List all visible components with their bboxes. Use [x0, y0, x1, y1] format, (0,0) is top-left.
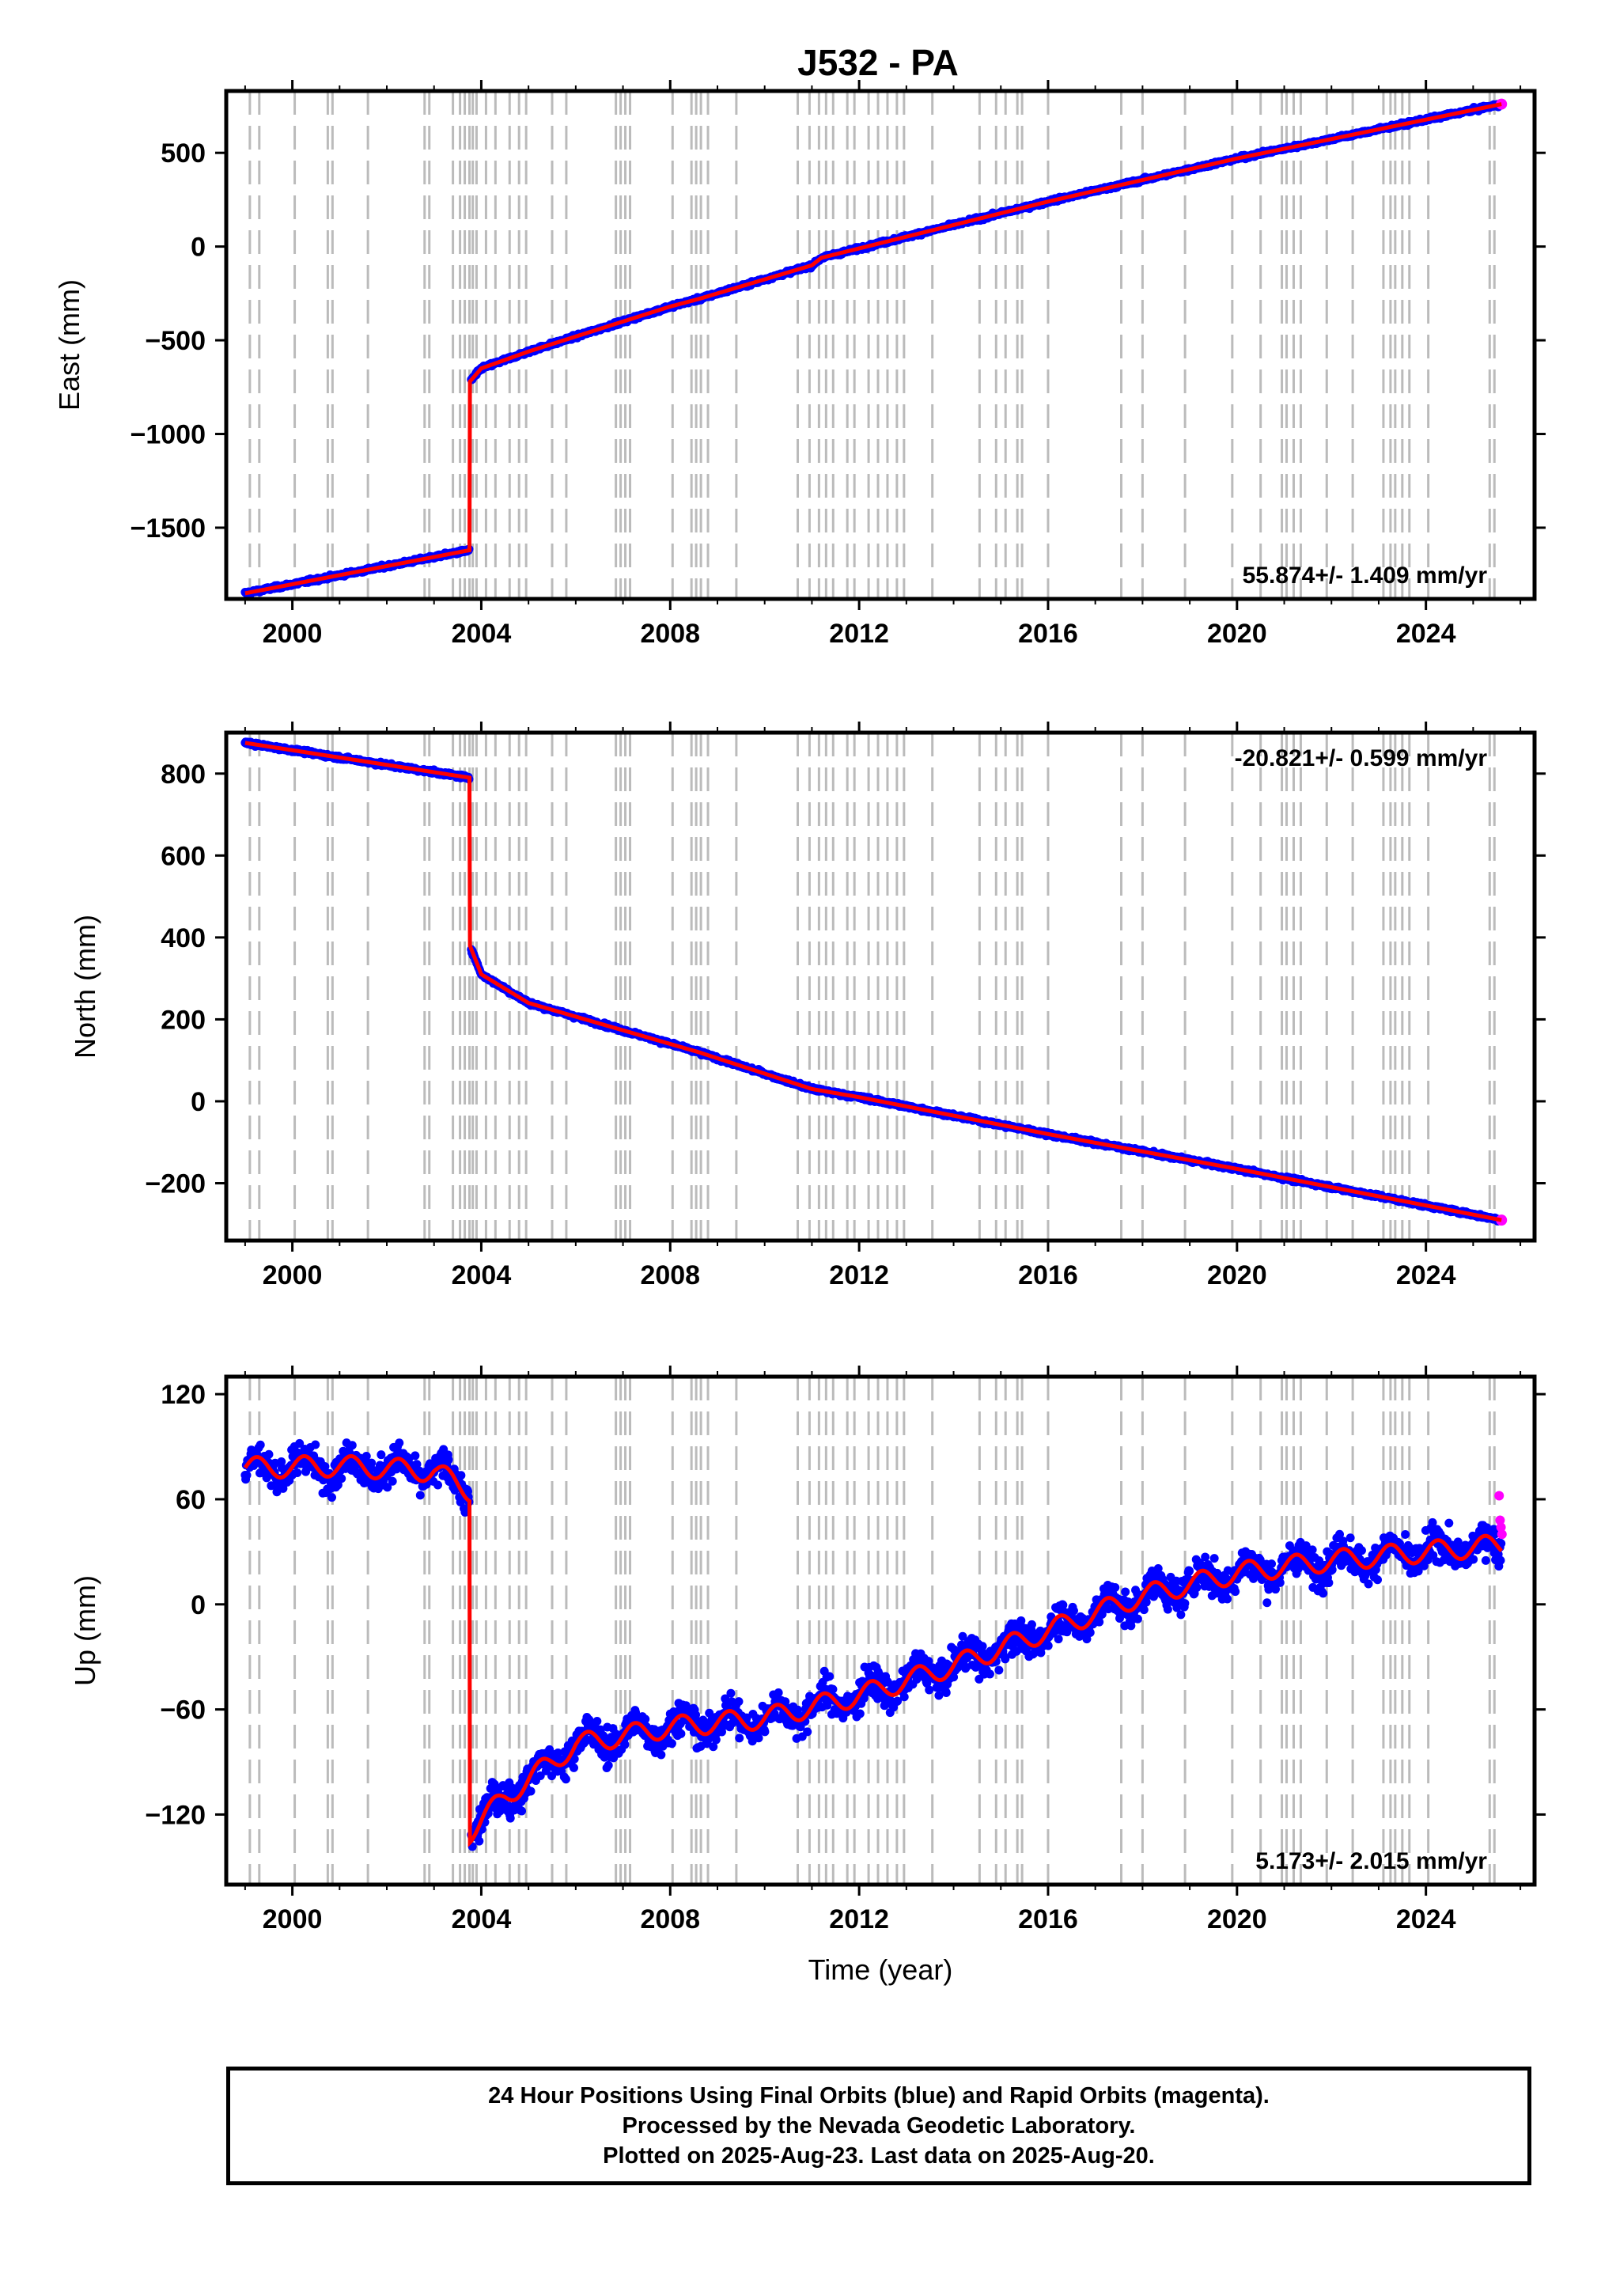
rate-label: 55.874+/- 1.409 mm/yr — [1243, 563, 1488, 589]
plot-frame — [224, 89, 1537, 601]
offset-lines — [248, 91, 1496, 599]
data-point — [242, 1471, 252, 1480]
y-tick-label: −1500 — [131, 513, 206, 544]
rapid-orbit-points — [1496, 98, 1508, 110]
up-panel: 2000 2004 2008 2012 2016 2020 2024−120−6006012… — [69, 1366, 1546, 1986]
x-tick-label: 2000 — [263, 1260, 323, 1290]
x-tick-label: 2012 — [829, 1260, 889, 1290]
x-tick-label: 2020 — [1207, 1260, 1267, 1290]
x-tick-label: 2012 — [829, 619, 889, 649]
x-tick-label: 2024 — [1396, 1260, 1456, 1290]
x-tick-label: 2008 — [640, 619, 700, 649]
y-tick-label: 600 — [161, 841, 206, 871]
x-tick-label: 2004 — [452, 1260, 512, 1290]
data-point — [293, 1468, 302, 1477]
data-point — [255, 1440, 265, 1449]
rate-label: -20.821+/- 0.599 mm/yr — [1235, 745, 1488, 771]
plot-frame — [224, 730, 1537, 1243]
east-panel: 2000 2004 2008 2012 2016 2020 2024 −1500 −1000 −5… — [53, 80, 1546, 649]
offset-lines — [248, 1377, 1496, 1885]
x-tick-label: 2000 — [263, 619, 323, 649]
y-tick-label: 400 — [161, 923, 206, 953]
x-tick-label: 2020 — [1207, 619, 1267, 649]
data-point — [311, 1440, 320, 1449]
x-tick-label: 2024 — [1396, 619, 1456, 649]
y-tick-label: 200 — [161, 1005, 206, 1035]
x-tick-label: 2008 — [640, 1260, 700, 1290]
data-point — [327, 1493, 337, 1502]
x-tick-label: 2004 — [452, 619, 512, 649]
x-tick-label: 2016 — [1018, 1260, 1078, 1290]
offset-lines — [248, 733, 1496, 1241]
x-tick-label: 2016 — [1018, 619, 1078, 649]
y-tick-label: 800 — [161, 760, 206, 790]
y-tick-label: 0 — [191, 1087, 206, 1117]
model-fit-line — [244, 741, 1502, 1222]
y-tick-label: −200 — [145, 1169, 206, 1199]
y-axis-label: North (mm) — [69, 915, 101, 1059]
y-tick-label: −500 — [145, 326, 206, 356]
data-point — [264, 1449, 274, 1459]
model-fit-line — [244, 102, 1502, 596]
north-panel: 2000 2004 2008 2012 2016 2020 2024 −200 0 200 400 6… — [69, 722, 1546, 1290]
rapid-point — [1496, 98, 1508, 110]
y-axis-label: East (mm) — [53, 279, 85, 411]
y-tick-label: 0 — [191, 233, 206, 263]
y-tick-label: −1000 — [131, 420, 206, 450]
y-tick-label: 500 — [161, 138, 206, 169]
chart-title: J532 - PA — [797, 42, 959, 83]
